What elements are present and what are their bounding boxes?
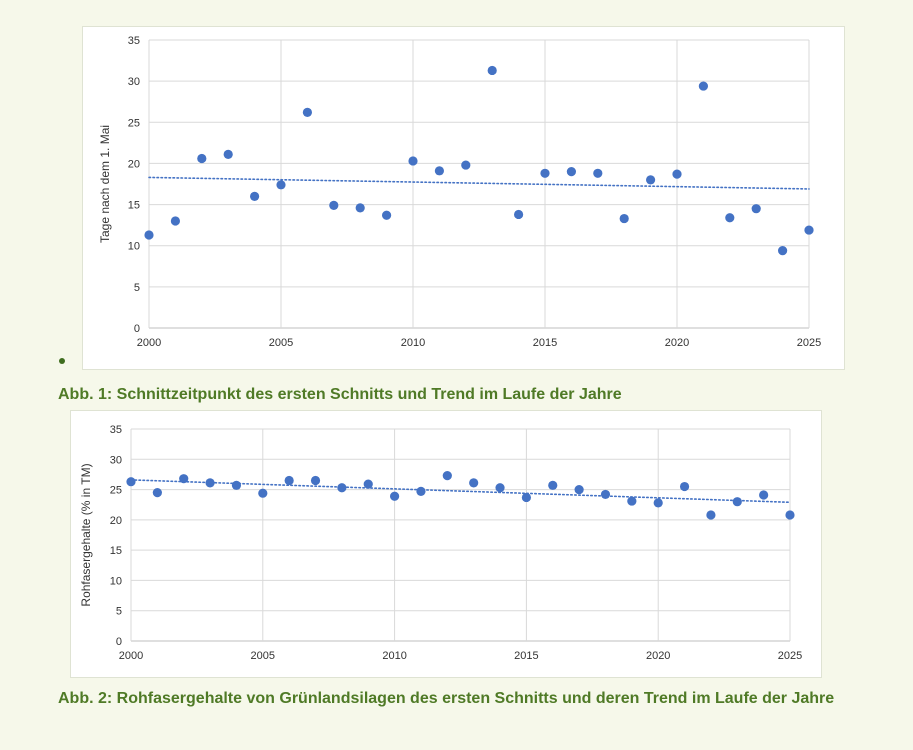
- figure-2-caption: Abb. 2: Rohfasergehalte von Grünlandsila…: [58, 690, 835, 707]
- data-point: [144, 230, 154, 240]
- data-point: [355, 203, 365, 213]
- data-point: [302, 107, 312, 118]
- data-point: [442, 471, 452, 481]
- data-point: [179, 474, 189, 484]
- data-point: [619, 213, 629, 224]
- data-point: [574, 484, 584, 495]
- y-tick-label: 35: [110, 424, 122, 436]
- data-point: [751, 204, 761, 214]
- y-tick-label: 10: [110, 575, 122, 587]
- data-point: [461, 160, 471, 170]
- data-point: [600, 489, 611, 500]
- y-tick-label: 30: [110, 454, 122, 466]
- data-point: [732, 497, 742, 507]
- data-point: [495, 483, 505, 493]
- data-point: [223, 149, 233, 159]
- y-tick-label: 35: [128, 35, 140, 47]
- data-point: [258, 488, 268, 498]
- data-point: [170, 216, 180, 226]
- y-tick-label: 20: [128, 158, 140, 170]
- x-tick-label: 2010: [401, 337, 425, 349]
- y-tick-label: 30: [128, 76, 140, 88]
- trendline: [130, 479, 791, 504]
- y-tick-label: 15: [110, 545, 122, 557]
- trendline: [148, 176, 810, 190]
- data-point: [646, 175, 656, 185]
- x-tick-label: 2015: [514, 650, 538, 662]
- data-point: [540, 168, 550, 178]
- x-tick-label: 2015: [533, 337, 557, 349]
- y-tick-label: 0: [134, 323, 140, 335]
- data-point: [250, 191, 260, 201]
- data-point: [363, 479, 373, 489]
- y-axis-title: Rohfasergehalte (% in TM): [79, 463, 93, 606]
- data-point: [152, 488, 162, 498]
- data-point: [382, 210, 392, 220]
- x-tick-label: 2020: [665, 337, 689, 349]
- data-point: [284, 475, 294, 486]
- data-point: [672, 169, 682, 179]
- data-point: [548, 480, 558, 490]
- x-tick-label: 2020: [646, 650, 670, 662]
- data-point: [205, 478, 215, 488]
- data-point: [390, 491, 400, 501]
- y-tick-label: 25: [110, 485, 122, 497]
- y-tick-label: 15: [128, 200, 140, 212]
- y-tick-label: 0: [116, 636, 122, 648]
- data-point: [566, 167, 576, 177]
- data-point: [778, 246, 788, 256]
- y-tick-label: 20: [110, 515, 122, 527]
- x-tick-label: 2000: [119, 650, 143, 662]
- chart-2-panel: 0 5 10 15 20 25 30 35 2000 2005 2010 2015 2020 2025 Ro…: [70, 410, 822, 678]
- data-point: [514, 209, 524, 220]
- data-point: [653, 498, 663, 508]
- data-point: [593, 168, 603, 178]
- data-point: [276, 180, 286, 190]
- bullet-dot: [59, 358, 65, 364]
- y-axis-title: Tage nach dem 1. Mai: [98, 125, 112, 243]
- data-point: [759, 490, 769, 500]
- data-point: [698, 81, 709, 91]
- data-point: [725, 213, 735, 223]
- data-point: [231, 480, 242, 490]
- figure-1-caption: Abb. 1: Schnittzeitpunkt des ersten Schn…: [58, 386, 622, 403]
- data-point: [434, 166, 444, 176]
- data-point: [337, 483, 347, 493]
- data-point: [329, 200, 339, 210]
- x-tick-label: 2010: [382, 650, 406, 662]
- y-tick-label: 5: [116, 606, 122, 618]
- x-tick-label: 2005: [269, 337, 293, 349]
- data-point: [804, 225, 814, 235]
- data-point: [627, 496, 637, 506]
- y-tick-label: 5: [134, 282, 140, 294]
- data-point: [521, 492, 531, 503]
- x-tick-label: 2025: [778, 650, 802, 662]
- x-tick-label: 2025: [797, 337, 821, 349]
- data-point: [126, 477, 136, 487]
- x-tick-label: 2000: [137, 337, 161, 349]
- data-point: [416, 486, 426, 496]
- data-point: [197, 153, 207, 164]
- data-point: [706, 510, 716, 520]
- data-point: [487, 65, 497, 76]
- y-tick-label: 10: [128, 241, 140, 253]
- data-point: [679, 481, 690, 492]
- y-tick-label: 25: [128, 117, 140, 129]
- data-point: [469, 478, 479, 488]
- chart-1-panel: 0 5 10 15 20 25 30 35 2000 2005 2010 2015 2020 2025 Ta…: [82, 26, 845, 370]
- data-point: [408, 156, 418, 166]
- data-point: [310, 475, 321, 486]
- x-tick-label: 2005: [251, 650, 275, 662]
- data-point: [785, 510, 795, 520]
